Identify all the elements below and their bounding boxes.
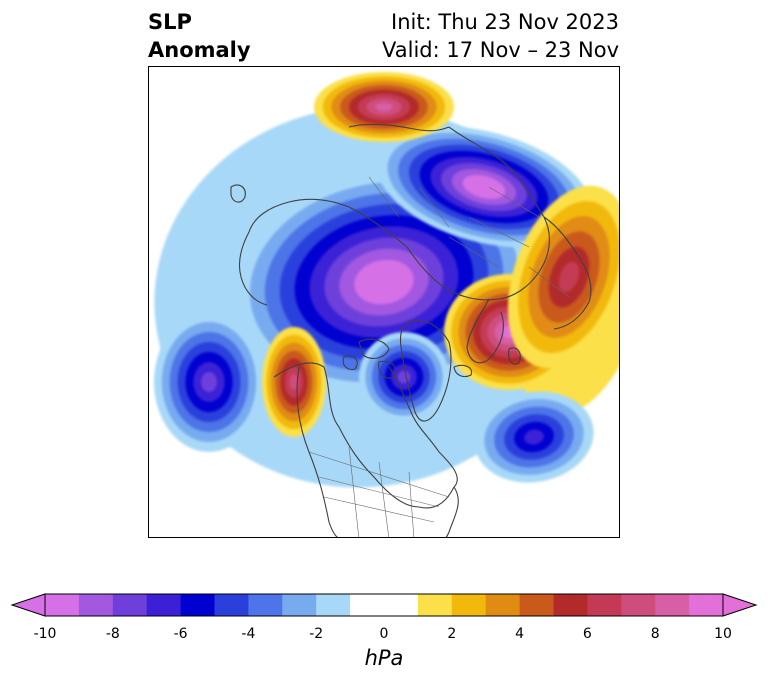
valid-range: Valid: 17 Nov – 23 Nov bbox=[382, 38, 619, 62]
colorbar-bin bbox=[350, 594, 419, 616]
japan-coast bbox=[230, 184, 246, 203]
colorbar-tick-label: -10 bbox=[33, 626, 57, 642]
colorbar-extend-low bbox=[10, 593, 46, 617]
coastlines bbox=[230, 123, 592, 537]
colorbar-bin bbox=[485, 594, 521, 616]
north-america-coast bbox=[273, 362, 458, 509]
anomaly-contour bbox=[397, 370, 411, 384]
anomaly-siberia-low bbox=[376, 126, 592, 248]
colorbar-bin bbox=[451, 594, 487, 616]
asia-north-coast bbox=[348, 123, 450, 132]
anomaly-contour bbox=[473, 180, 495, 194]
kamchatka-coast bbox=[238, 231, 268, 306]
colorbar-bin bbox=[78, 594, 114, 616]
europe-coast bbox=[543, 216, 592, 330]
colorbar-tick-label: 4 bbox=[515, 626, 525, 642]
colorbar-tick-label: -8 bbox=[105, 626, 120, 642]
colorbar-bin bbox=[519, 594, 554, 616]
colorbar-tick-label: -6 bbox=[173, 626, 188, 642]
eurasia-coast bbox=[406, 126, 550, 301]
colorbar-bin bbox=[621, 594, 656, 616]
colorbar-tick-label: 0 bbox=[379, 626, 389, 642]
colorbar-bin bbox=[282, 594, 317, 616]
colorbar bbox=[10, 593, 758, 617]
iceland-coast bbox=[453, 364, 473, 378]
arctic-islands bbox=[342, 338, 397, 379]
colorbar-bin bbox=[180, 594, 215, 616]
colorbar-bin bbox=[45, 594, 80, 616]
anomaly-ural-high bbox=[314, 72, 454, 142]
colorbar-bin bbox=[587, 594, 622, 616]
colorbar-bin bbox=[316, 594, 351, 616]
east-coast bbox=[445, 486, 459, 537]
colorbar-tick-label: 8 bbox=[650, 626, 660, 642]
uk-coast bbox=[508, 347, 521, 365]
anomaly-atlantic-low bbox=[474, 391, 594, 483]
west-coast bbox=[296, 366, 338, 537]
colorbar-bin bbox=[553, 594, 588, 616]
anomaly-contour bbox=[375, 102, 393, 112]
colorbar-extend-high bbox=[722, 593, 758, 617]
map-canvas bbox=[154, 72, 619, 537]
colorbar-tick-label: -4 bbox=[241, 626, 256, 642]
greenland-coast bbox=[399, 320, 452, 422]
anomaly-contour bbox=[289, 374, 299, 390]
colorbar-bins bbox=[10, 593, 758, 617]
map-title: SLP Anomaly bbox=[148, 8, 251, 64]
colorbar-bin bbox=[146, 594, 182, 616]
colorbar-bin bbox=[417, 594, 453, 616]
anomaly-east-pacific-low bbox=[154, 312, 264, 452]
colorbar-tick-label: -2 bbox=[309, 626, 324, 642]
anomaly-contour bbox=[201, 372, 217, 392]
colorbar-bin bbox=[112, 594, 148, 616]
colorbar-tick-label: 2 bbox=[447, 626, 457, 642]
asia-east-coast bbox=[248, 198, 408, 248]
anomaly-shading bbox=[154, 72, 619, 488]
anomaly-hudson-bay-low bbox=[359, 332, 449, 422]
colorbar-bin bbox=[655, 594, 690, 616]
anomaly-contour bbox=[558, 261, 580, 293]
date-info: Init: Thu 23 Nov 2023 Valid: 17 Nov – 23… bbox=[382, 8, 619, 64]
colorbar-tick-label: 6 bbox=[582, 626, 592, 642]
init-date: Init: Thu 23 Nov 2023 bbox=[391, 10, 619, 34]
title-line-1: SLP bbox=[148, 10, 192, 34]
scandinavia-coast bbox=[466, 298, 504, 364]
colorbar-frame bbox=[44, 593, 724, 617]
colorbar-tick-label: 10 bbox=[714, 626, 732, 642]
anomaly-contour bbox=[524, 429, 544, 445]
anomaly-alaska-high bbox=[262, 327, 326, 437]
colorbar-bin bbox=[248, 594, 283, 616]
political-borders bbox=[308, 176, 570, 537]
anomaly-map bbox=[148, 66, 620, 538]
anomaly-contour bbox=[369, 270, 399, 294]
colorbar-unit-label: hPa bbox=[364, 646, 404, 670]
colorbar-bin bbox=[214, 594, 249, 616]
colorbar-bin bbox=[689, 594, 724, 616]
title-line-2: Anomaly bbox=[148, 38, 251, 62]
